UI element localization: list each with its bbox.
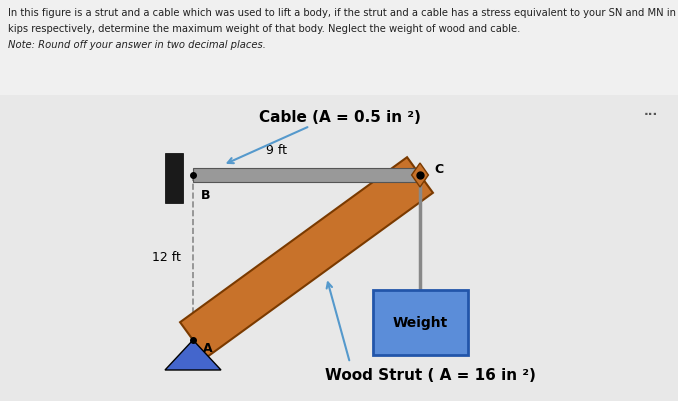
Bar — [165, 153, 183, 203]
Polygon shape — [165, 340, 221, 370]
Text: ...: ... — [643, 105, 658, 118]
Text: In this figure is a strut and a cable which was used to lift a body, if the stru: In this figure is a strut and a cable wh… — [8, 8, 676, 18]
Polygon shape — [180, 157, 433, 358]
Text: 9 ft: 9 ft — [266, 144, 287, 157]
Text: A: A — [203, 342, 213, 355]
Bar — [0, 95, 678, 401]
Text: C: C — [434, 163, 443, 176]
Text: B: B — [201, 189, 210, 202]
Text: Wood Strut ( A = 16 in ²): Wood Strut ( A = 16 in ²) — [325, 367, 536, 383]
Text: Cable (A = 0.5 in ²): Cable (A = 0.5 in ²) — [259, 111, 421, 126]
Polygon shape — [412, 163, 428, 187]
Bar — [193, 168, 420, 182]
Text: kips respectively, determine the maximum weight of that body. Neglect the weight: kips respectively, determine the maximum… — [8, 24, 521, 34]
Bar — [373, 290, 468, 355]
Bar — [0, 0, 678, 100]
Text: Weight: Weight — [393, 316, 447, 330]
Text: Note: Round off your answer in two decimal places.: Note: Round off your answer in two decim… — [8, 40, 266, 50]
Text: 12 ft: 12 ft — [152, 251, 181, 264]
